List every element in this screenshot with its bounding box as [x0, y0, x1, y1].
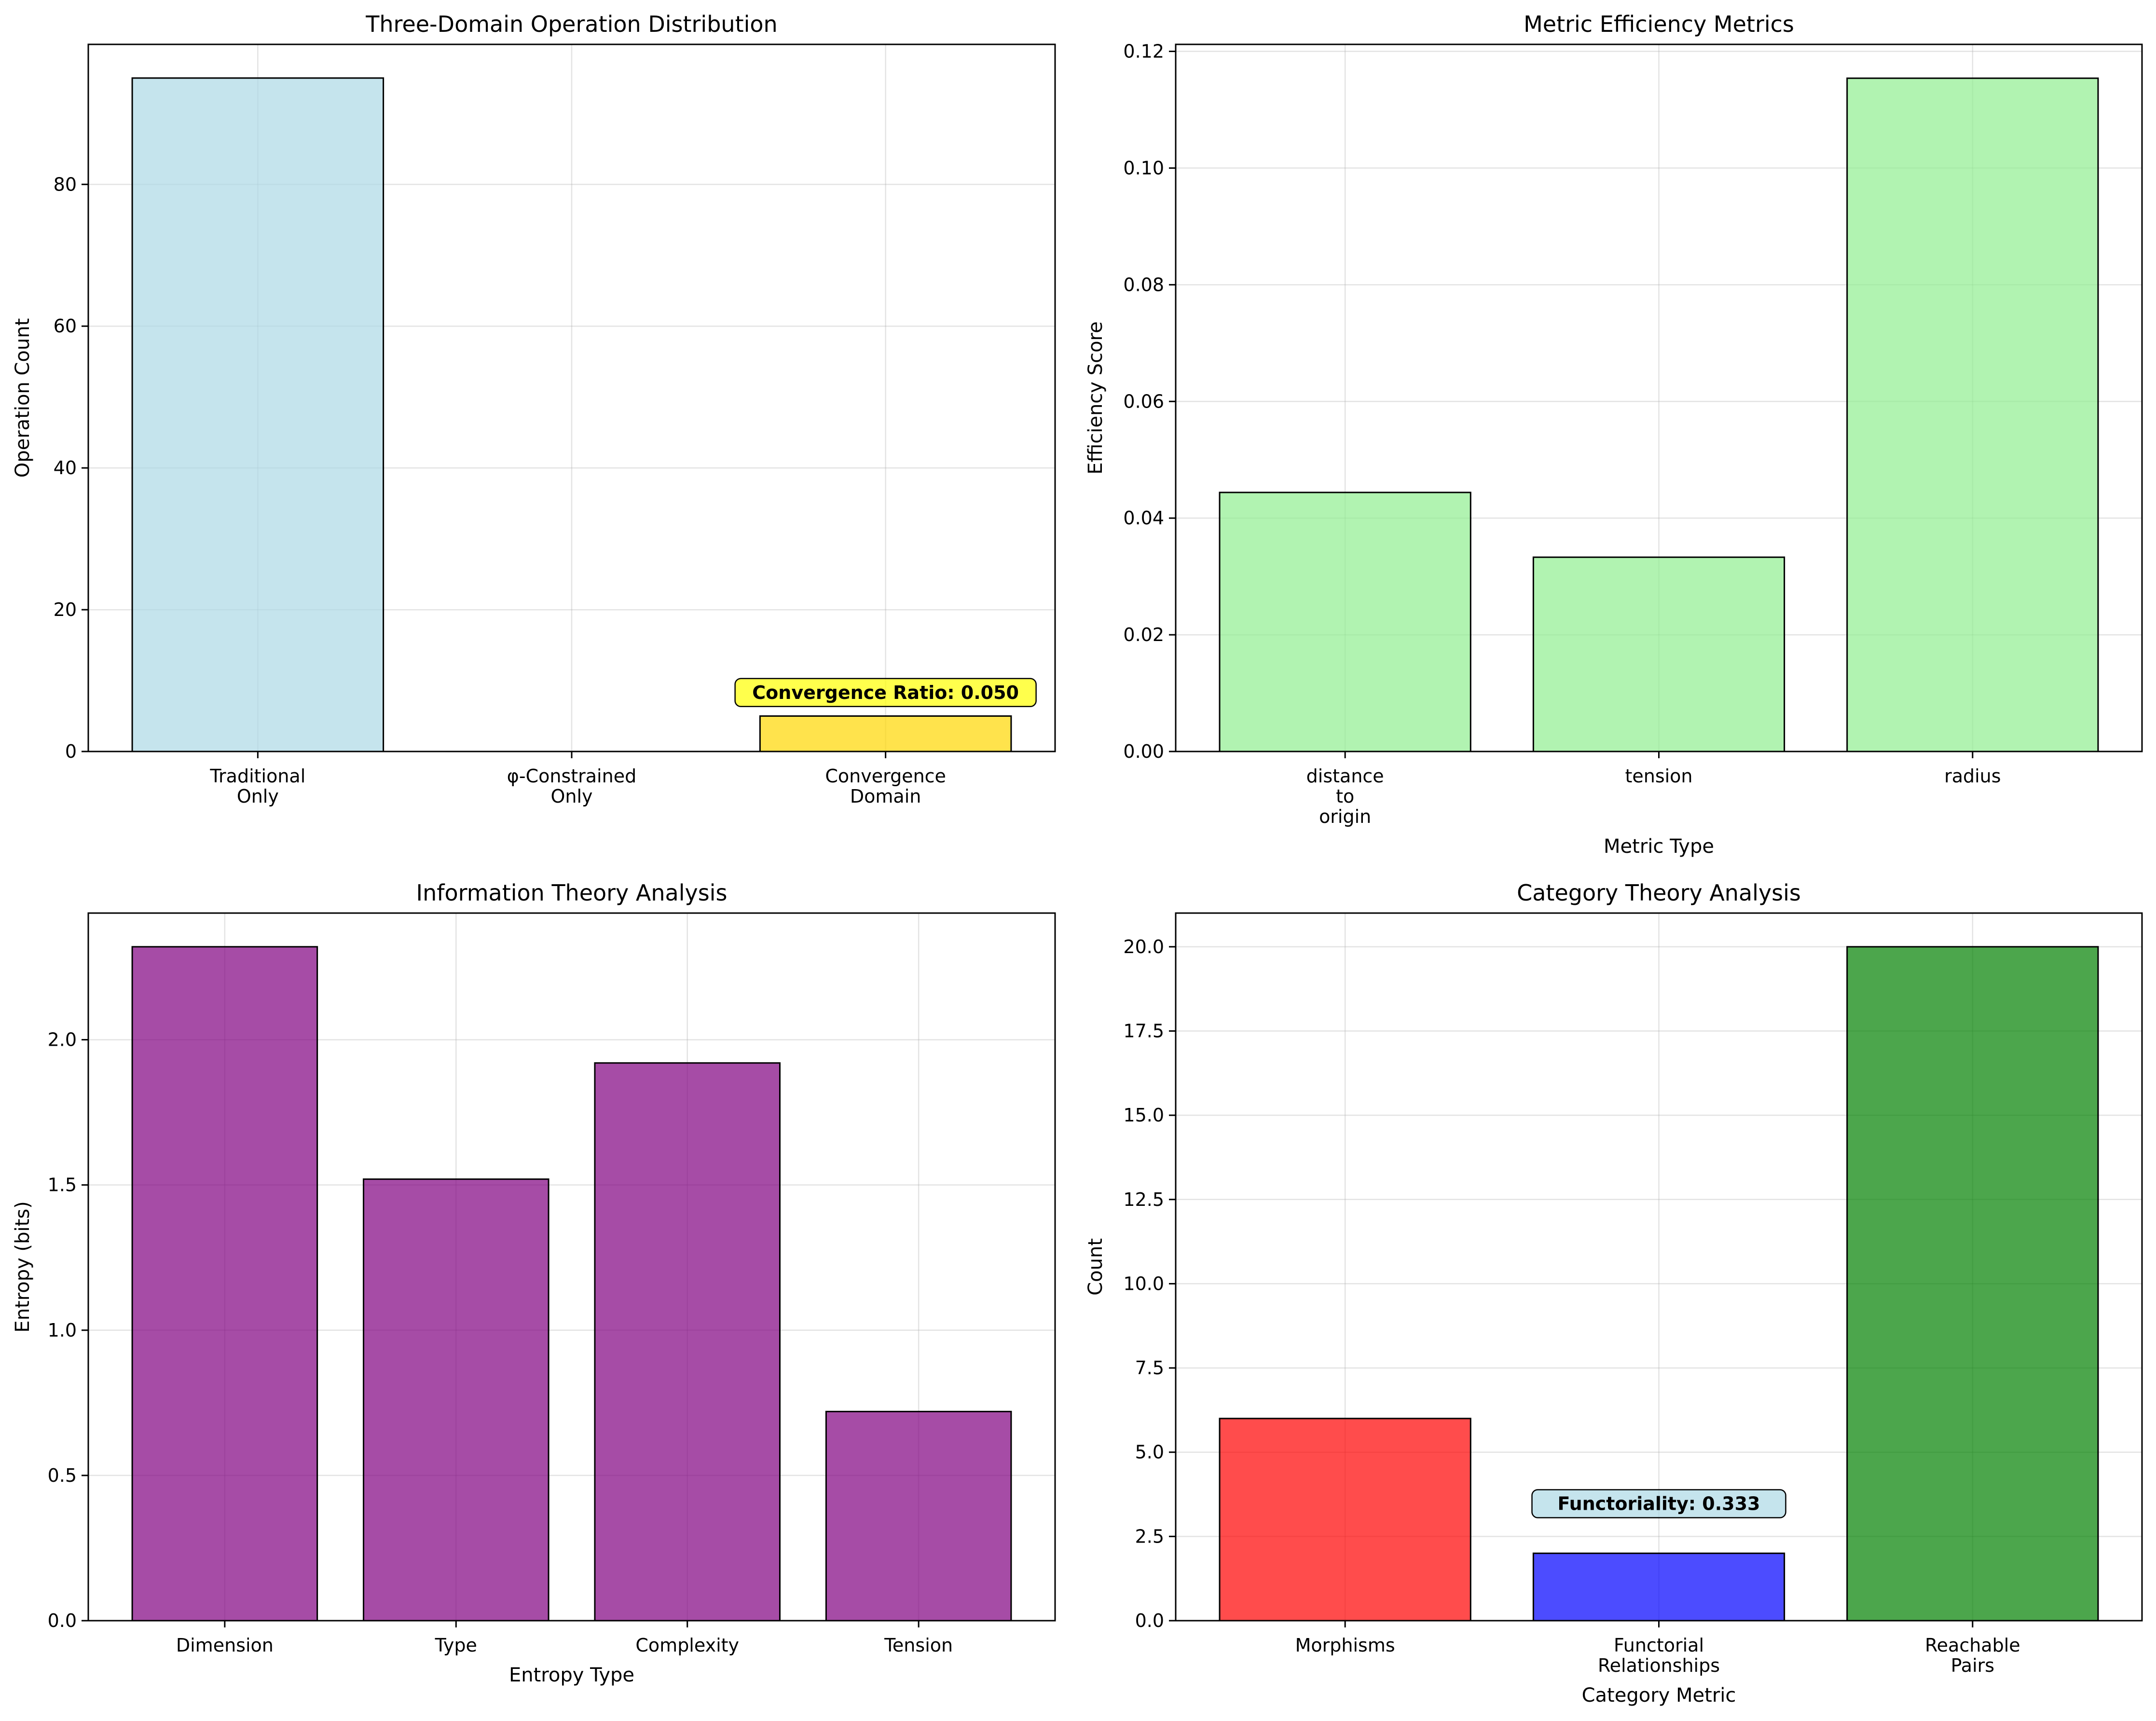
axes-frame	[87, 912, 1056, 1622]
y-tick-label: 0.0	[48, 1610, 77, 1631]
x-tick-label: Morphisms	[1295, 1635, 1395, 1656]
x-tick-label: Reachable	[1925, 1635, 2020, 1656]
y-tick-label: 17.5	[1123, 1021, 1164, 1042]
chart-title: Category Theory Analysis	[1517, 880, 1801, 906]
y-axis-label: Entropy (bits)	[12, 1201, 34, 1332]
subplot-metric-efficiency: 0.00 0.02 0.04 0.06 0.08 0.10 0.12 distancetoor…	[1085, 11, 2143, 858]
x-axis-label: Category Metric	[1582, 1684, 1736, 1707]
x-axis-label: Metric Type	[1604, 835, 1714, 858]
subplot-information-theory: 0.0 0.5 1.0 1.5 2.0 Dimension Type Complexity Te…	[12, 880, 1056, 1686]
y-tick-label: 2.0	[48, 1029, 77, 1051]
annotation-text: Convergence Ratio: 0.050	[752, 682, 1019, 703]
y-tick-label: 0.5	[48, 1465, 77, 1486]
bar	[825, 1410, 1012, 1622]
y-tick-label: 0.06	[1123, 391, 1164, 412]
x-tick-label: Only	[237, 786, 279, 807]
y-tick-label: 0.10	[1123, 157, 1164, 178]
bar	[1846, 77, 2099, 752]
bar	[131, 946, 318, 1622]
y-tick-label: 20.0	[1123, 936, 1164, 957]
bar	[1219, 1418, 1471, 1622]
y-axis-label: Efficiency Score	[1085, 321, 1107, 474]
y-tick-label: 0.04	[1123, 507, 1164, 529]
y-tick-label: 15.0	[1123, 1105, 1164, 1126]
chart-title: Information Theory Analysis	[416, 880, 728, 906]
y-tick-label: 0.0	[1135, 1610, 1164, 1631]
x-tick-label: to	[1336, 786, 1354, 807]
y-tick-label: 2.5	[1135, 1526, 1164, 1547]
x-tick-label: Domain	[850, 786, 921, 807]
y-tick-label: 12.5	[1123, 1189, 1164, 1210]
bar	[594, 1062, 781, 1622]
y-tick-label: 0	[65, 741, 77, 762]
x-tick-label: Pairs	[1951, 1655, 1994, 1676]
y-tick-label: 1.0	[48, 1320, 77, 1341]
x-tick-label: Type	[435, 1635, 477, 1656]
y-tick-label: 5.0	[1135, 1442, 1164, 1463]
y-tick-label: 7.5	[1135, 1357, 1164, 1379]
x-tick-label: Only	[550, 786, 592, 807]
y-tick-label: 80	[54, 174, 77, 195]
x-tick-label: φ-Constrained	[507, 765, 636, 787]
x-tick-label: radius	[1944, 765, 2001, 787]
y-tick-label: 1.5	[48, 1175, 77, 1196]
annotation-text: Functoriality: 0.333	[1558, 1493, 1760, 1514]
x-tick-label: origin	[1319, 806, 1371, 827]
x-tick-label: distance	[1306, 765, 1384, 787]
bar	[1532, 556, 1785, 752]
subplot-operation-distribution: 020406080TraditionalOnlyφ-ConstrainedOnl…	[12, 11, 1056, 807]
bar	[363, 1178, 549, 1622]
annotation-box	[734, 678, 1037, 708]
bar	[759, 715, 1012, 752]
x-axis-label: Entropy Type	[509, 1664, 634, 1686]
y-axis-label: Count	[1085, 1238, 1107, 1296]
x-tick-label: tension	[1625, 765, 1692, 787]
y-tick-label: 60	[54, 315, 77, 337]
x-tick-label: Tension	[884, 1635, 953, 1656]
y-tick-label: 40	[54, 457, 77, 478]
bar	[131, 77, 385, 752]
y-tick-label: 0.02	[1123, 624, 1164, 645]
y-tick-label: 20	[54, 599, 77, 620]
y-axis-label: Operation Count	[12, 318, 34, 478]
bar	[1532, 1552, 1785, 1622]
x-tick-label: Relationships	[1598, 1655, 1720, 1676]
x-tick-label: Dimension	[176, 1635, 274, 1656]
bar	[1846, 946, 2099, 1622]
y-tick-label: 0.12	[1123, 41, 1164, 62]
x-tick-label: Convergence	[825, 765, 946, 787]
y-tick-label: 0.00	[1123, 741, 1164, 762]
chart-title: Metric Efficiency Metrics	[1524, 11, 1794, 37]
annotation-box	[1531, 1489, 1786, 1518]
bar	[1219, 492, 1471, 752]
x-tick-label: Functorial	[1614, 1635, 1704, 1656]
chart-title: Three-Domain Operation Distribution	[365, 11, 777, 37]
y-tick-label: 0.08	[1123, 274, 1164, 295]
y-tick-label: 10.0	[1123, 1273, 1164, 1294]
x-tick-label: Traditional	[209, 765, 305, 787]
x-tick-label: Complexity	[635, 1635, 739, 1656]
subplot-category-theory: 0.0 2.5 5.0 7.5 10.0 12.5 15.0 17.5 20.0 Morphism…	[1085, 880, 2143, 1707]
